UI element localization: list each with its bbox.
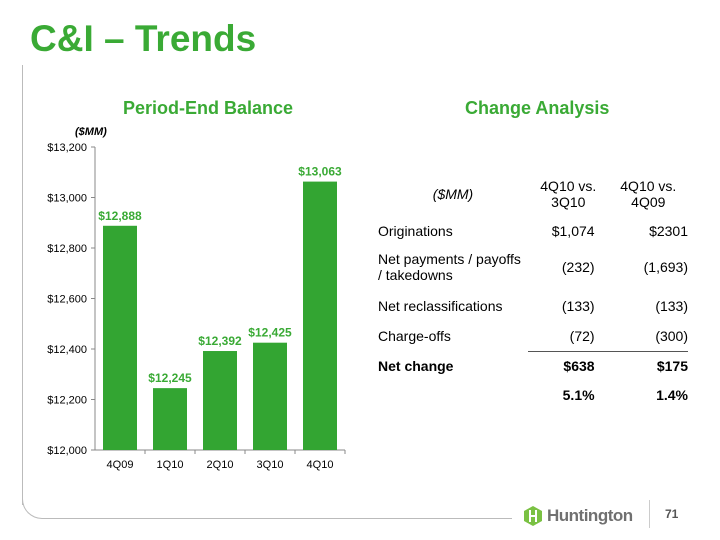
y-tick-label: $12,000 — [47, 445, 87, 457]
table-heading: Change Analysis — [465, 98, 610, 118]
x-tick-label: 4Q09 — [107, 459, 134, 471]
row-label: Net payments / payoffs / takedowns — [378, 251, 521, 283]
net-change-row: Net change $638 $175 — [378, 351, 688, 381]
data-label: $12,392 — [198, 334, 242, 348]
table-row: Originations $1,074 $2301 — [378, 218, 688, 243]
huntington-logo: Huntington — [523, 505, 633, 527]
data-label: $12,888 — [98, 209, 142, 223]
row-label: Net reclassifications — [378, 298, 503, 314]
table-row: Charge-offs (72) (300) — [378, 321, 688, 352]
slide-title: C&I – Trends — [30, 18, 257, 59]
cell: 1.4% — [656, 387, 688, 403]
bar — [153, 388, 187, 450]
y-tick-label: $13,000 — [47, 193, 87, 205]
cell: (72) — [528, 321, 609, 352]
data-label: $12,425 — [248, 326, 292, 340]
col-header: 4Q09 — [631, 194, 666, 210]
row-label: Charge-offs — [378, 328, 451, 344]
logo-text: Huntington — [547, 506, 633, 525]
x-tick-label: 3Q10 — [257, 459, 284, 471]
col-header: 4Q10 vs. — [620, 178, 677, 194]
row-label: Net change — [378, 358, 454, 374]
x-tick-label: 1Q10 — [157, 459, 184, 471]
col-header: 4Q10 vs. — [540, 178, 597, 194]
cell: (133) — [655, 298, 688, 314]
y-tick-label: $12,200 — [47, 395, 87, 407]
chart-heading: Period-End Balance — [123, 98, 294, 118]
bar — [253, 342, 287, 450]
change-analysis-table: ($MM) 4Q10 vs. 3Q10 4Q10 vs. 4Q09 Originat… — [378, 170, 688, 409]
x-tick-label: 4Q10 — [307, 459, 334, 471]
y-tick-label: $12,400 — [47, 344, 87, 356]
cell: (300) — [608, 321, 688, 352]
data-label: $12,245 — [148, 371, 192, 385]
cell: (133) — [561, 298, 595, 314]
bar — [103, 225, 137, 450]
frame-line — [42, 518, 512, 519]
cell: $1,074 — [551, 222, 595, 239]
logo-icon — [524, 506, 542, 526]
y-tick-label: $12,600 — [47, 294, 87, 306]
bar — [303, 181, 337, 450]
cell: (1,693) — [643, 259, 688, 275]
cell: 5.1% — [562, 387, 595, 403]
cell: (232) — [561, 259, 595, 275]
col-header: 3Q10 — [551, 194, 586, 210]
cell: $2301 — [649, 222, 688, 239]
cell: $175 — [656, 358, 688, 375]
x-tick-label: 2Q10 — [207, 459, 234, 471]
unit-header: ($MM) — [432, 186, 474, 202]
frame-line — [22, 65, 23, 505]
data-label: $13,063 — [298, 165, 342, 179]
divider — [649, 500, 650, 528]
table-row: Net payments / payoffs / takedowns (232) (… — [378, 243, 688, 291]
y-tick-label: $13,200 — [47, 142, 87, 154]
y-tick-label: $12,800 — [47, 243, 87, 255]
cell: $638 — [563, 358, 595, 375]
bar — [203, 351, 237, 450]
unit-label: ($MM) — [75, 126, 107, 138]
table-row: Net reclassifications (133) (133) — [378, 291, 688, 321]
row-label: Originations — [378, 222, 453, 239]
percent-row: 5.1% 1.4% — [378, 381, 688, 409]
page-number: 71 — [665, 507, 679, 521]
